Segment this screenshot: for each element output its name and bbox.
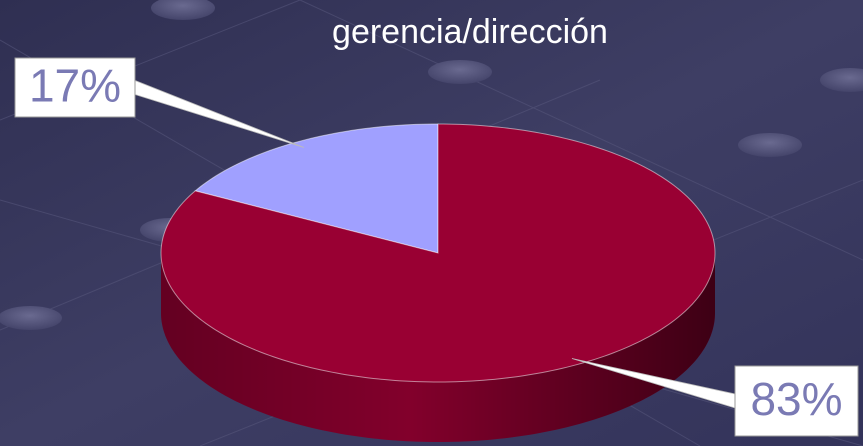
data-label: 17%	[29, 60, 121, 112]
label-box	[14, 57, 136, 118]
side-shade	[161, 253, 715, 442]
label-box	[734, 365, 859, 437]
pie-slice	[194, 123, 439, 254]
pie-slice	[160, 123, 716, 383]
data-label: 83%	[750, 373, 842, 425]
chart-title: gerencia/dirección	[332, 13, 608, 51]
